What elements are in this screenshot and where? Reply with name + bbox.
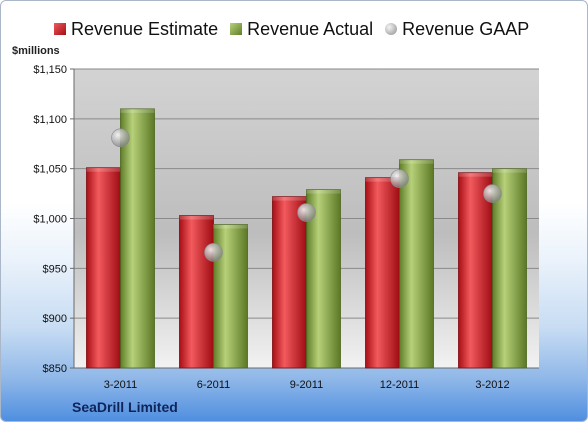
bar-top-highlight [272, 196, 307, 201]
y-tick-label: $1,000 [33, 214, 67, 226]
legend-swatch-actual [230, 23, 243, 35]
bar-top-highlight [213, 224, 248, 229]
legend-item-actual: Revenue Actual [230, 19, 373, 40]
y-tick-label: $900 [43, 313, 67, 325]
bar-top-highlight [492, 168, 527, 173]
bar-revenue-actual [399, 159, 434, 369]
legend-item-gaap: Revenue GAAP [385, 19, 529, 40]
legend-label-estimate: Revenue Estimate [71, 18, 219, 39]
legend-swatch-gaap [385, 23, 398, 35]
marker-revenue-gaap [204, 243, 223, 262]
y-axis-unit-label: $millions [12, 45, 60, 57]
bar-top-highlight [179, 215, 214, 220]
bar-revenue-estimate [179, 215, 214, 369]
x-tick-label: 6-2011 [197, 379, 230, 391]
legend-label-actual: Revenue Actual [247, 18, 374, 39]
legend-label-gaap: Revenue GAAP [402, 18, 530, 39]
company-name: SeaDrill Limited [72, 399, 178, 415]
x-tick-label: 12-2011 [380, 379, 420, 391]
bar-top-highlight [365, 177, 400, 182]
bar-revenue-estimate [86, 167, 121, 369]
legend: Revenue Estimate Revenue Actual Revenue … [54, 16, 541, 42]
bar-top-highlight [86, 167, 121, 172]
x-tick-label: 3-2011 [104, 379, 137, 391]
x-tick-label: 9-2011 [290, 379, 323, 391]
bar-top-highlight [458, 172, 493, 177]
y-axis-ticks: $850 $900 $950 $1,000 $1,050 $1,100 $1,150 [33, 64, 74, 375]
legend-item-estimate: Revenue Estimate [54, 19, 218, 40]
marker-revenue-gaap [483, 184, 502, 203]
bar-revenue-estimate [272, 196, 307, 369]
y-tick-label: $1,050 [33, 164, 67, 176]
y-tick-label: $950 [43, 263, 67, 275]
y-tick-label: $1,150 [33, 64, 67, 76]
bar-revenue-actual [120, 108, 155, 369]
marker-revenue-gaap [390, 169, 409, 188]
bar-top-highlight [120, 108, 155, 113]
x-tick-label: 3-2012 [475, 379, 509, 391]
marker-revenue-gaap [111, 128, 130, 148]
bar-top-highlight [399, 159, 434, 164]
y-tick-label: $1,100 [33, 114, 67, 126]
bar-revenue-estimate [458, 172, 493, 369]
bar-revenue-actual [492, 168, 527, 369]
gaap-markers [111, 128, 502, 262]
bar-revenue-estimate [365, 177, 400, 369]
bar-top-highlight [306, 189, 341, 194]
marker-revenue-gaap [297, 203, 316, 222]
x-axis-ticks: 3-2011 6-2011 9-2011 12-2011 3-2012 [104, 379, 510, 391]
y-tick-label: $850 [43, 363, 67, 375]
legend-swatch-estimate [54, 23, 66, 35]
